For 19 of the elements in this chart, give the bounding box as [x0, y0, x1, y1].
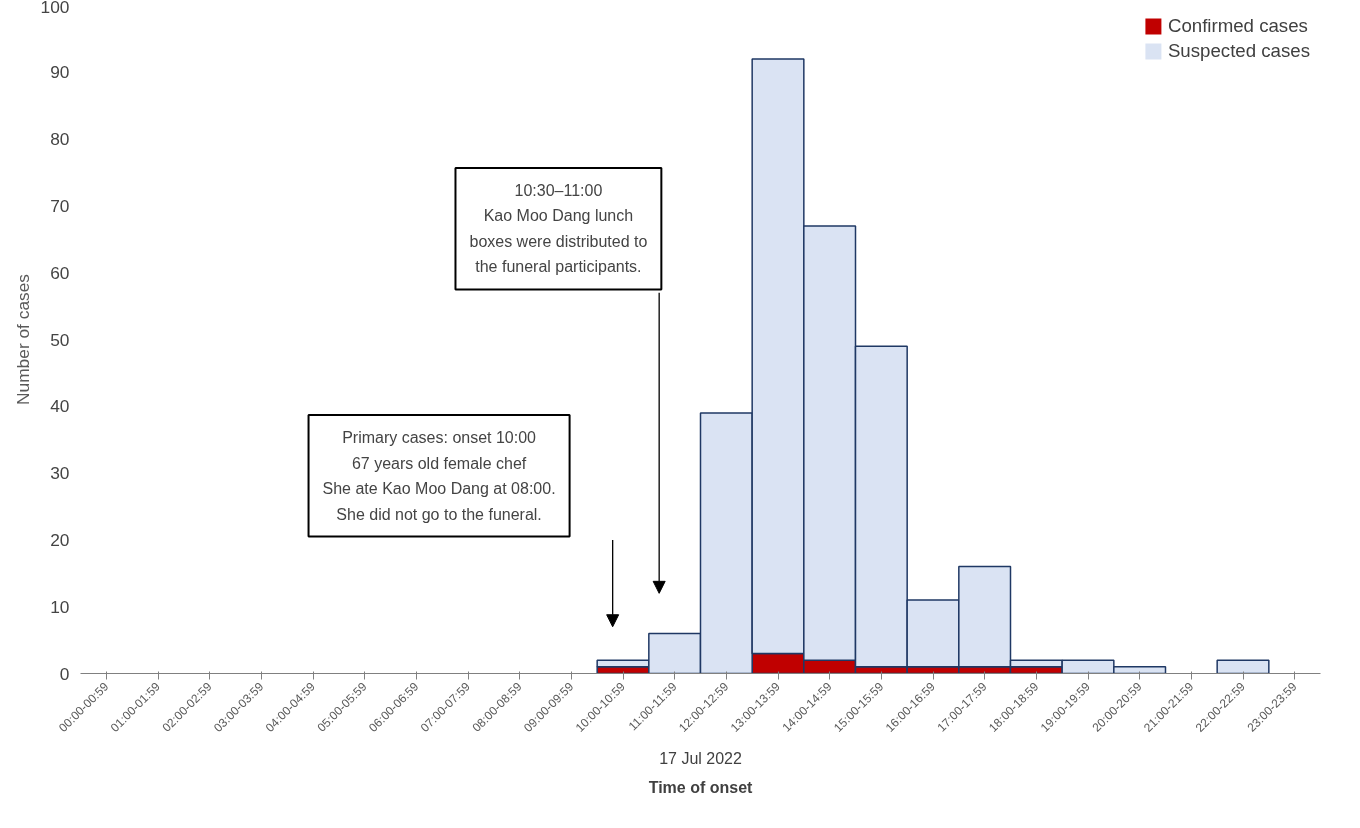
- y-tick-label: 60: [50, 262, 70, 283]
- y-axis-title: Number of cases: [12, 273, 33, 405]
- y-tick-label: 100: [40, 0, 70, 17]
- legend-label: Confirmed cases: [1167, 15, 1308, 37]
- x-axis-title: Time of onset: [648, 778, 754, 796]
- y-tick-label: 80: [50, 129, 70, 150]
- y-tick-label: 70: [50, 195, 70, 216]
- annotation: 10:30–11:00 Kao Moo Dang lunch boxes were distributed to the funeral participants.: [469, 181, 648, 276]
- annotation: Primary cases: onset 10:00 67 years old female chef She ate Kao Moo Dang at 08:00. She did not go to the funeral.: [322, 429, 556, 523]
- y-tick-label: 40: [50, 396, 70, 417]
- y-tick-label: 30: [50, 463, 70, 484]
- bar: [1216, 659, 1270, 674]
- y-tick-label: 20: [50, 529, 70, 550]
- legend-label: Suspected cases: [1167, 40, 1310, 62]
- text: 17 Jul 2022: [659, 749, 742, 767]
- y-tick-label: 90: [50, 62, 70, 83]
- y-tick-label: 10: [50, 596, 70, 617]
- y-tick-label: 50: [50, 329, 70, 350]
- y-tick-label: 0: [59, 663, 70, 684]
